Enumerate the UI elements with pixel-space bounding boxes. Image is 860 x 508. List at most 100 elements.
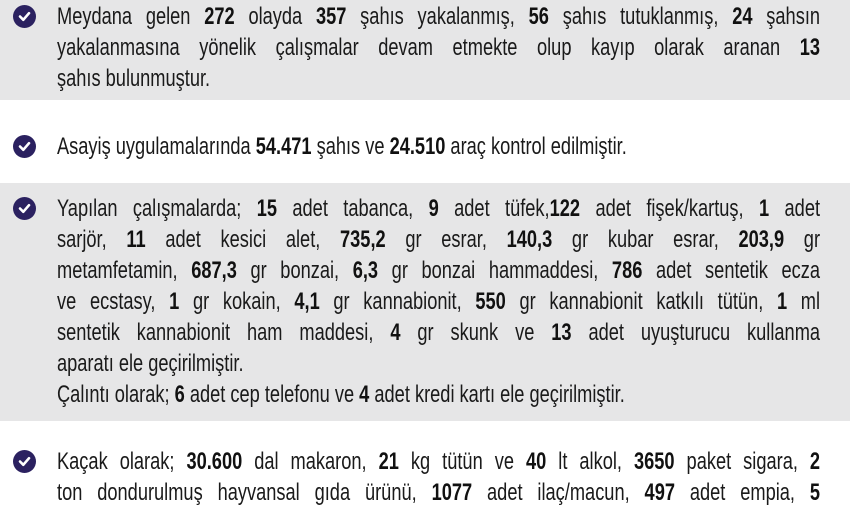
line-text: yakalanmasına yönelik çalışmalar devam e… bbox=[57, 32, 820, 63]
text-segment: ml bbox=[787, 287, 821, 315]
text-segment: adet uyuşturucu kullanma bbox=[571, 318, 821, 346]
text-line: ve ecstasy, 1 gr kokain, 4,1 gr kannabio… bbox=[57, 286, 820, 317]
line-text: sentetik kannabionit ham maddesi, 4 gr s… bbox=[57, 317, 820, 348]
text-line: Kaçak olarak; 30.600 dal makaron, 21 kg … bbox=[57, 446, 820, 477]
text-segment: gr kannabionit katkılı tütün, bbox=[505, 287, 777, 315]
highlighted-number: 13 bbox=[799, 33, 821, 61]
text-line: sentetik kannabionit ham maddesi, 4 gr s… bbox=[57, 317, 820, 348]
text-line: şahıs bulunmuştur. bbox=[57, 63, 820, 94]
highlighted-number: 497 bbox=[644, 478, 675, 506]
highlighted-number: 687,3 bbox=[191, 256, 237, 284]
highlighted-number: 786 bbox=[611, 256, 643, 284]
text-segment: gr bonzai hammaddesi, bbox=[378, 256, 612, 284]
line-text: ve ecstasy, 1 gr kokain, 4,1 gr kannabio… bbox=[57, 286, 820, 317]
text-segment: ton dondurulmuş hayvansal gıda ürünü, bbox=[57, 478, 432, 506]
text-segment: araç kontrol edilmiştir. bbox=[445, 132, 627, 160]
highlighted-number: 30.600 bbox=[186, 447, 243, 475]
text-segment: yakalanmasına yönelik çalışmalar devam e… bbox=[57, 33, 800, 61]
highlighted-number: 140,3 bbox=[506, 225, 553, 253]
highlighted-number: 3650 bbox=[633, 447, 675, 475]
text-segment: Asayiş uygulamalarında bbox=[57, 132, 256, 160]
text-segment: kg tütün ve bbox=[398, 447, 526, 475]
text-line: Çalıntı olarak; 6 adet cep telefonu ve 4… bbox=[57, 379, 820, 410]
text-segment: şahsın bbox=[752, 2, 821, 30]
text-segment: adet empia, bbox=[674, 478, 810, 506]
text-segment: adet bbox=[769, 194, 821, 222]
highlighted-number: 21 bbox=[378, 447, 399, 475]
text-segment: gr kubar esrar, bbox=[552, 225, 739, 253]
text-line: metamfetamin, 687,3 gr bonzai, 6,3 gr bo… bbox=[57, 255, 820, 286]
text-segment: adet tabanca, bbox=[277, 194, 429, 222]
highlighted-number: 56 bbox=[528, 2, 549, 30]
text-segment: gr esrar, bbox=[385, 225, 507, 253]
highlighted-number: 11 bbox=[126, 225, 146, 253]
highlighted-number: 4 bbox=[359, 380, 370, 408]
text-segment: adet cep telefonu ve bbox=[184, 380, 360, 408]
check-circle-icon bbox=[13, 450, 36, 473]
highlighted-number: 550 bbox=[475, 287, 506, 315]
text-segment: Çalıntı olarak; bbox=[57, 380, 175, 408]
line-text: aparatı ele geçirilmiştir. bbox=[57, 348, 820, 379]
highlighted-number: 24 bbox=[732, 2, 753, 30]
text-segment: dal makaron, bbox=[242, 447, 379, 475]
text-segment: Kaçak olarak; bbox=[57, 447, 187, 475]
text-segment: olayda bbox=[234, 2, 316, 30]
text-segment: adet ilaç/macun, bbox=[472, 478, 645, 506]
line-text: Çalıntı olarak; 6 adet cep telefonu ve 4… bbox=[57, 379, 820, 410]
text-line: Asayiş uygulamalarında 54.471 şahıs ve 2… bbox=[57, 131, 820, 162]
highlighted-number: 272 bbox=[204, 2, 235, 30]
highlighted-number: 6 bbox=[174, 380, 185, 408]
text-segment: şahıs yakalanmış, bbox=[346, 2, 529, 30]
text-segment: adet fişek/kartuş, bbox=[580, 194, 760, 222]
text-line: yakalanmasına yönelik çalışmalar devam e… bbox=[57, 32, 820, 63]
text-segment: adet sentetik ecza bbox=[642, 256, 821, 284]
text-segment: gr kannabionit, bbox=[319, 287, 476, 315]
text-segment: Yapılan çalışmalarda; bbox=[57, 194, 257, 222]
highlighted-number: 203,9 bbox=[738, 225, 785, 253]
text-segment: paket sigara, bbox=[674, 447, 810, 475]
highlighted-number: 2 bbox=[809, 447, 821, 475]
highlighted-number: 40 bbox=[525, 447, 547, 475]
highlighted-number: 24.510 bbox=[389, 132, 446, 160]
line-text: şahıs bulunmuştur. bbox=[57, 63, 820, 94]
text-line: sarjör, 11 adet kesici alet, 735,2 gr es… bbox=[57, 224, 820, 255]
text-segment: gr bonzai, bbox=[236, 256, 353, 284]
text-segment: metamfetamin, bbox=[57, 256, 192, 284]
text-line: Meydana gelen 272 olayda 357 şahıs yakal… bbox=[57, 1, 820, 32]
highlighted-number: 9 bbox=[428, 194, 439, 222]
text-segment: lt alkol, bbox=[546, 447, 634, 475]
text-segment: aparatı ele geçirilmiştir. bbox=[57, 349, 244, 377]
highlighted-number: 122 bbox=[549, 194, 581, 222]
text-segment: şahıs tutuklanmış, bbox=[548, 2, 733, 30]
row-background-3 bbox=[0, 183, 850, 421]
highlighted-number: 15 bbox=[256, 194, 278, 222]
highlighted-number: 4,1 bbox=[294, 287, 320, 315]
text-line: aparatı ele geçirilmiştir. bbox=[57, 348, 820, 379]
text-segment: şahıs bulunmuştur. bbox=[57, 64, 211, 92]
highlighted-number: 54.471 bbox=[255, 132, 312, 160]
line-text: metamfetamin, 687,3 gr bonzai, 6,3 gr bo… bbox=[57, 255, 820, 286]
check-circle-icon bbox=[13, 135, 36, 158]
highlighted-number: 13 bbox=[551, 318, 572, 346]
line-text: ton dondurulmuş hayvansal gıda ürünü, 10… bbox=[57, 477, 820, 508]
text-segment: adet tüfek, bbox=[438, 194, 550, 222]
line-text: Yapılan çalışmalarda; 15 adet tabanca, 9… bbox=[57, 193, 820, 224]
text-line: Yapılan çalışmalarda; 15 adet tabanca, 9… bbox=[57, 193, 820, 224]
highlighted-number: 1 bbox=[759, 194, 770, 222]
line-text: Meydana gelen 272 olayda 357 şahıs yakal… bbox=[57, 1, 820, 32]
line-text: Asayiş uygulamalarında 54.471 şahıs ve 2… bbox=[57, 131, 820, 162]
highlighted-number: 6,3 bbox=[352, 256, 379, 284]
check-circle-icon bbox=[13, 5, 36, 28]
text-segment: sentetik kannabionit ham maddesi, bbox=[57, 318, 391, 346]
text-line: ton dondurulmuş hayvansal gıda ürünü, 10… bbox=[57, 477, 820, 508]
text-segment: adet kredi kartı ele geçirilmiştir. bbox=[369, 380, 625, 408]
text-segment: gr skunk ve bbox=[400, 318, 552, 346]
highlighted-number: 4 bbox=[390, 318, 401, 346]
text-segment: sarjör, bbox=[57, 225, 127, 253]
line-text: Kaçak olarak; 30.600 dal makaron, 21 kg … bbox=[57, 446, 820, 477]
check-circle-icon bbox=[13, 197, 36, 220]
text-segment: gr kokain, bbox=[179, 287, 295, 315]
highlighted-number: 1 bbox=[776, 287, 788, 315]
highlighted-number: 735,2 bbox=[340, 225, 386, 253]
text-segment: gr bbox=[784, 225, 821, 253]
